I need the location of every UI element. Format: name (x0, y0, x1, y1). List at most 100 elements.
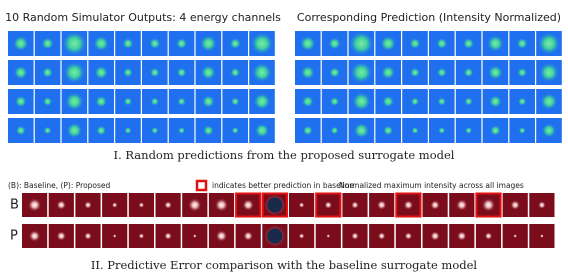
legend-text: Normalized maximum intensity across all … (339, 181, 524, 190)
image-blob (177, 97, 186, 106)
image-blob (122, 37, 134, 50)
image-blob (438, 126, 446, 135)
highlight-box (315, 192, 342, 218)
image-blob (230, 97, 240, 106)
image-blob (409, 37, 421, 50)
left-title: 10 Random Simulator Outputs: 4 energy ch… (5, 11, 281, 24)
image-blob (329, 66, 341, 79)
image-blob (486, 34, 505, 53)
image-blob (329, 96, 340, 107)
error-blob (298, 233, 305, 239)
error-blob (430, 200, 441, 210)
error-blob (56, 231, 67, 241)
image-blob (176, 67, 187, 78)
image-blob (409, 67, 421, 78)
image-blob (13, 65, 28, 80)
image-blob (328, 37, 341, 50)
image-blob (124, 126, 132, 135)
error-blob (455, 199, 468, 211)
image-blob (41, 37, 54, 50)
caption: I. Random predictions from the proposed … (114, 148, 455, 162)
error-blob (351, 232, 359, 240)
image-blob (353, 122, 370, 139)
image-blob (518, 126, 526, 135)
image-blob (250, 32, 274, 55)
image-blob (462, 37, 475, 50)
error-blob (138, 202, 145, 208)
image-blob (517, 67, 528, 78)
image-blob (383, 125, 394, 136)
image-blob (63, 61, 86, 84)
highlight-box (475, 192, 502, 218)
error-blob (326, 234, 331, 238)
image-blob (96, 125, 107, 136)
error-blob (28, 230, 41, 242)
highlight-box (395, 192, 422, 218)
row-label: P (10, 229, 18, 244)
caption: II. Predictive Error comparison with the… (91, 258, 478, 272)
error-blob (243, 231, 254, 241)
error-blob (214, 198, 229, 212)
image-blob (254, 123, 270, 138)
image-blob (43, 126, 52, 135)
error-blob (351, 201, 359, 209)
legend-text: (B): Baseline, (P): Proposed (8, 181, 111, 190)
image-blob (410, 97, 420, 106)
error-blob (192, 234, 197, 238)
image-blob (229, 37, 241, 50)
error-blob (187, 198, 202, 212)
error-blob (430, 231, 441, 241)
legend-text: indicates better prediction in baseline (212, 181, 355, 190)
error-blob (138, 233, 145, 239)
error-blob (84, 232, 92, 240)
image-blob (301, 95, 314, 108)
image-blob (411, 126, 419, 135)
image-blob (231, 126, 239, 135)
image-blob (42, 66, 54, 79)
image-blob (464, 97, 473, 106)
image-blob (381, 65, 396, 80)
image-blob (149, 37, 161, 50)
image-blob (199, 34, 218, 53)
error-blob (539, 234, 544, 238)
error-blob (164, 201, 173, 209)
image-blob (12, 35, 29, 52)
image-blob (302, 125, 313, 136)
error-blob (513, 234, 518, 238)
image-blob (300, 65, 315, 80)
image-blob (64, 91, 85, 112)
error-core (267, 197, 283, 213)
image-blob (253, 92, 271, 111)
image-blob (200, 64, 216, 81)
image-blob (15, 125, 26, 136)
image-blob (149, 67, 160, 78)
image-blob (151, 126, 159, 135)
highlight-box (235, 192, 262, 218)
error-blob (324, 201, 333, 209)
image-blob (380, 35, 397, 52)
image-blob (517, 97, 527, 106)
image-blob (122, 67, 134, 78)
error-blob (377, 232, 386, 240)
image-blob (463, 67, 474, 78)
error-blob (56, 200, 67, 210)
error-blob (376, 200, 387, 210)
image-blob (382, 95, 395, 108)
error-blob (27, 198, 42, 212)
error-blob (298, 202, 305, 208)
image-blob (299, 35, 316, 52)
error-blob (456, 231, 467, 241)
error-blob (404, 232, 413, 240)
image-blob (537, 32, 561, 55)
image-blob (66, 122, 83, 139)
image-blob (488, 94, 502, 109)
image-blob (541, 123, 557, 138)
image-blob (61, 30, 88, 57)
image-blob (516, 37, 528, 50)
image-blob (42, 96, 53, 107)
legend-swatch (195, 179, 208, 192)
error-blob (403, 200, 414, 210)
image-blob (489, 124, 501, 137)
row-label: B (10, 198, 19, 213)
